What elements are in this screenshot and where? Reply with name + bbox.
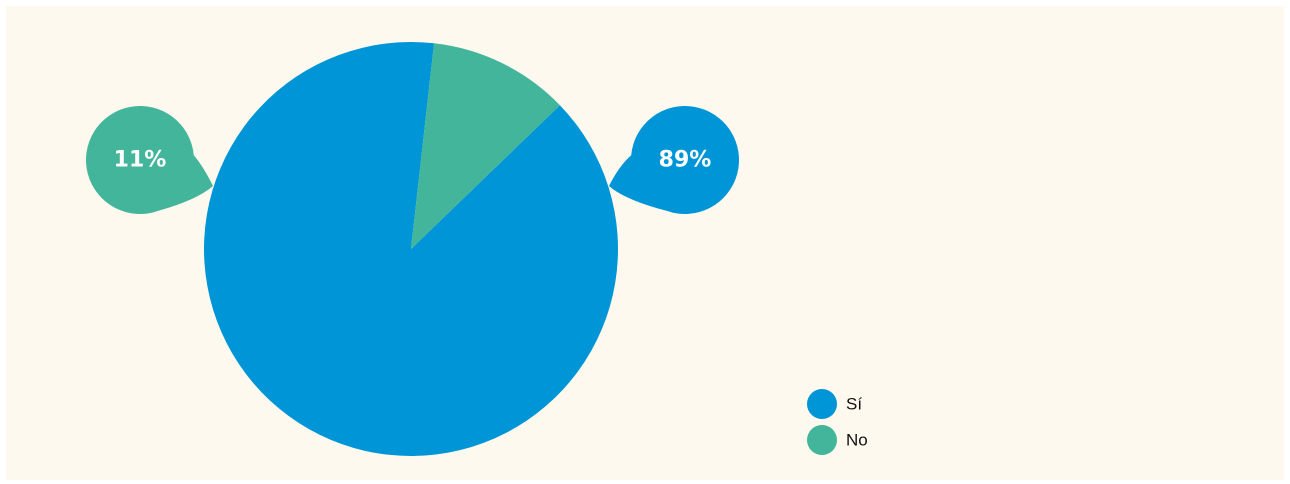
pie-slice-no[interactable] xyxy=(411,43,560,249)
value-bubbles: 89% 11% xyxy=(86,106,739,214)
value-bubble-right xyxy=(609,106,739,214)
pie-slice-si[interactable] xyxy=(203,41,618,457)
legend-swatch xyxy=(807,389,837,419)
legend-swatch xyxy=(807,425,837,455)
legend-label: No xyxy=(846,431,868,450)
legend-label: Sí xyxy=(846,395,862,414)
legend: Sí No xyxy=(807,389,868,455)
pie-slices xyxy=(203,41,618,457)
value-bubble-left xyxy=(86,106,213,214)
data-label: 89% xyxy=(659,148,712,173)
data-label: 11% xyxy=(114,148,167,173)
